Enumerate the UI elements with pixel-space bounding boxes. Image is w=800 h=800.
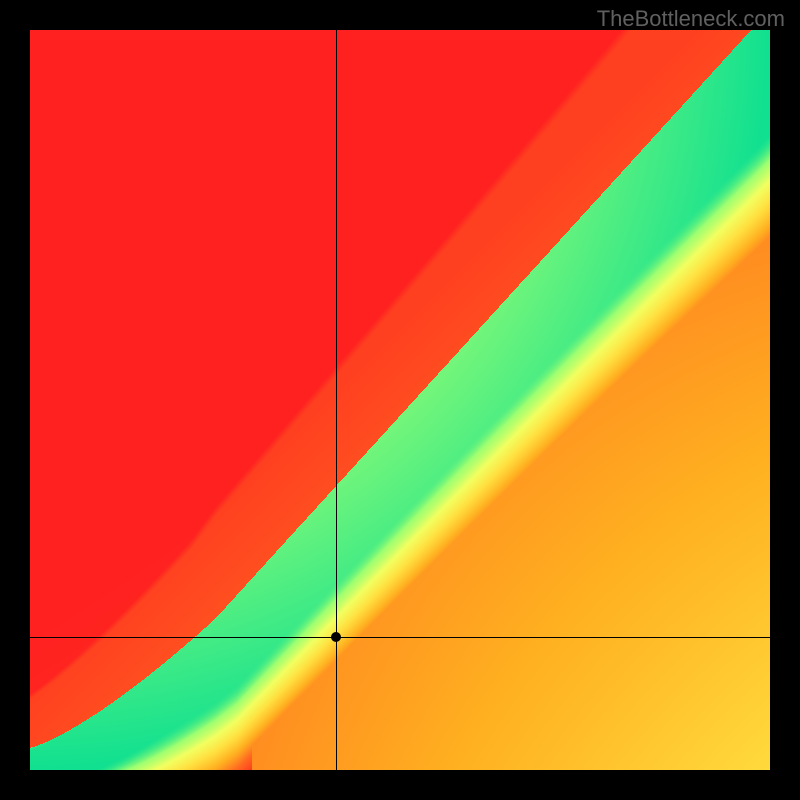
marker-dot (331, 632, 341, 642)
plot-area (30, 30, 770, 770)
heatmap-canvas (30, 30, 770, 770)
watermark-text: TheBottleneck.com (597, 6, 785, 32)
chart-container: TheBottleneck.com (0, 0, 800, 800)
crosshair-horizontal (30, 637, 770, 638)
crosshair-vertical (336, 30, 337, 770)
